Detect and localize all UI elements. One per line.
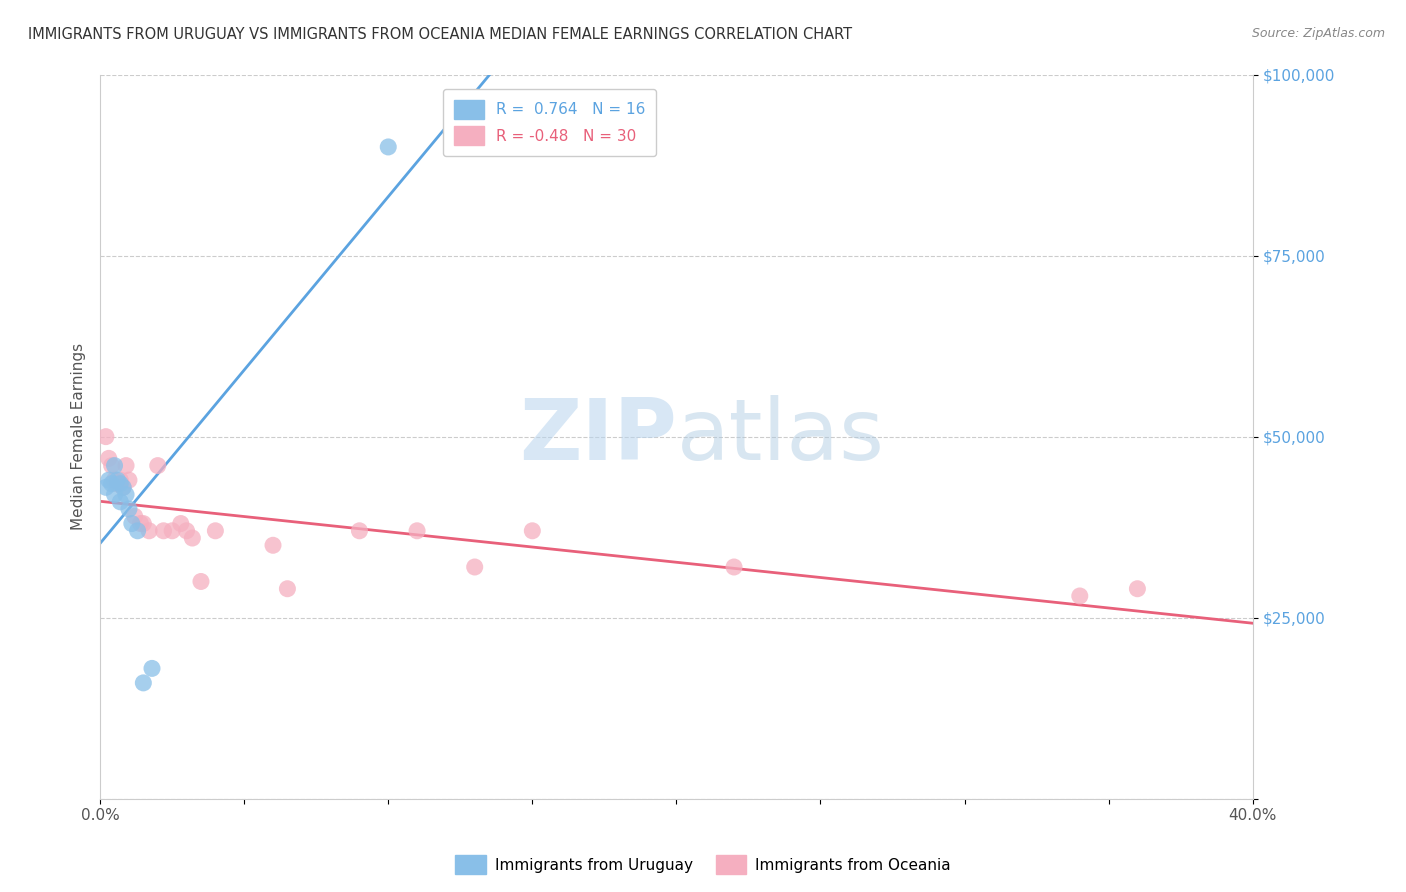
Point xyxy=(132,516,155,531)
Point xyxy=(110,473,132,487)
Point xyxy=(464,560,486,574)
Point xyxy=(103,458,125,473)
Point xyxy=(1069,589,1091,603)
Text: ZIP: ZIP xyxy=(519,395,676,478)
Y-axis label: Median Female Earnings: Median Female Earnings xyxy=(72,343,86,530)
Text: atlas: atlas xyxy=(676,395,884,478)
Point xyxy=(190,574,212,589)
Point xyxy=(94,480,117,494)
Text: IMMIGRANTS FROM URUGUAY VS IMMIGRANTS FROM OCEANIA MEDIAN FEMALE EARNINGS CORREL: IMMIGRANTS FROM URUGUAY VS IMMIGRANTS FR… xyxy=(28,27,852,42)
Point xyxy=(204,524,226,538)
Point xyxy=(138,524,160,538)
Point xyxy=(124,509,146,524)
Point xyxy=(115,487,138,501)
Point xyxy=(349,524,371,538)
Point xyxy=(100,458,122,473)
Point xyxy=(110,495,132,509)
Point xyxy=(129,516,152,531)
Point xyxy=(97,473,120,487)
Point xyxy=(94,430,117,444)
Point xyxy=(406,524,429,538)
Point xyxy=(115,458,138,473)
Point xyxy=(377,140,399,154)
Point xyxy=(97,451,120,466)
Point xyxy=(112,480,135,494)
Point xyxy=(276,582,298,596)
Point xyxy=(110,476,132,491)
Point xyxy=(522,524,544,538)
Point xyxy=(107,473,129,487)
Point xyxy=(160,524,183,538)
Point xyxy=(121,516,143,531)
Point xyxy=(181,531,204,545)
Legend: R =  0.764   N = 16, R = -0.48   N = 30: R = 0.764 N = 16, R = -0.48 N = 30 xyxy=(443,89,657,156)
Point xyxy=(103,473,125,487)
Point xyxy=(118,473,141,487)
Point xyxy=(132,676,155,690)
Point xyxy=(1126,582,1149,596)
Point xyxy=(141,661,163,675)
Point xyxy=(103,487,125,501)
Point xyxy=(170,516,193,531)
Point xyxy=(723,560,745,574)
Point xyxy=(118,502,141,516)
Point xyxy=(127,524,149,538)
Point xyxy=(146,458,169,473)
Point xyxy=(107,476,129,491)
Legend: Immigrants from Uruguay, Immigrants from Oceania: Immigrants from Uruguay, Immigrants from… xyxy=(449,849,957,880)
Text: Source: ZipAtlas.com: Source: ZipAtlas.com xyxy=(1251,27,1385,40)
Point xyxy=(262,538,284,552)
Point xyxy=(100,476,122,491)
Point xyxy=(152,524,174,538)
Point xyxy=(176,524,198,538)
Point xyxy=(112,480,135,494)
